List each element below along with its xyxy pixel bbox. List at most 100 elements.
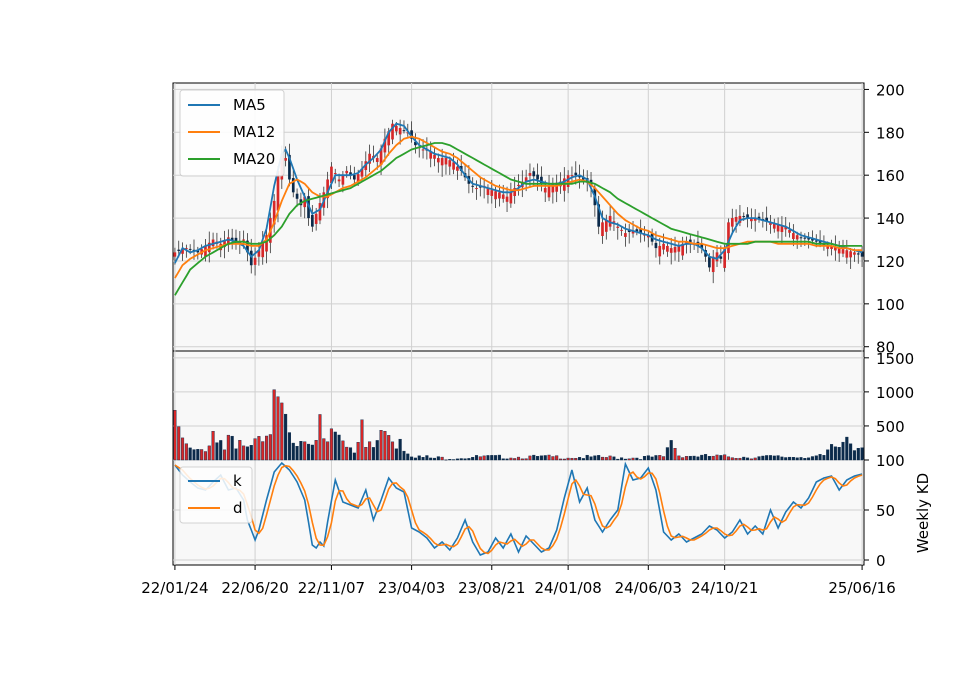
candle-body: [669, 248, 673, 253]
volume-bar: [280, 402, 284, 461]
candle-body: [814, 240, 818, 242]
candle-body: [219, 243, 223, 251]
candle-body: [730, 218, 734, 227]
candle-body: [341, 175, 345, 185]
candle-body: [616, 226, 620, 228]
candle-body: [444, 158, 448, 165]
volume-bar: [620, 457, 624, 461]
candle-body: [837, 248, 841, 254]
candle-body: [265, 235, 268, 252]
volume-bar: [261, 441, 265, 461]
volume-bar: [658, 455, 662, 461]
legend-ma20-label: MA20: [233, 150, 275, 168]
volume-y-tick-label: 1500: [876, 350, 914, 368]
candle-body: [345, 170, 349, 174]
candle-body: [822, 243, 826, 246]
volume-bar: [681, 457, 685, 461]
candle-body: [666, 245, 669, 252]
candle-body: [360, 168, 364, 177]
volume-bar: [765, 455, 769, 461]
candle-body: [204, 245, 207, 257]
kd-panel: [172, 459, 865, 566]
volume-bar: [448, 459, 452, 461]
candle-body: [387, 131, 391, 146]
volume-bar: [837, 447, 841, 461]
volume-bar: [478, 456, 482, 461]
candle-body: [394, 125, 398, 132]
volume-bar: [593, 455, 597, 461]
candle-body: [257, 250, 261, 257]
candle-body: [662, 243, 665, 250]
candle-body: [681, 243, 684, 256]
legend-d-label: d: [233, 499, 243, 517]
candle-body: [326, 179, 329, 199]
legend-k-label: k: [233, 472, 242, 490]
candle-body: [853, 252, 856, 255]
volume-bar: [692, 455, 696, 461]
volume-bar: [604, 457, 608, 461]
volume-bar: [410, 456, 414, 461]
legend-ma5-label: MA5: [233, 96, 266, 114]
candle-body: [673, 247, 677, 253]
volume-bar: [406, 453, 410, 461]
volume-bar: [352, 452, 356, 461]
kd-lines: [174, 461, 863, 556]
candle-body: [456, 166, 459, 171]
candle-body: [353, 175, 356, 180]
volume-bar: [322, 438, 326, 461]
candle-body: [543, 188, 547, 193]
volume-bar: [532, 454, 536, 461]
volume-bar: [173, 410, 177, 461]
volume-bar: [455, 458, 459, 461]
volume-bar: [696, 456, 700, 461]
volume-bar: [471, 457, 475, 461]
volume-bar: [562, 458, 566, 461]
candle-body: [509, 192, 513, 204]
volume-bar: [761, 455, 765, 461]
candle-body: [181, 249, 184, 254]
volume-bar: [284, 413, 288, 461]
candle-body: [494, 191, 497, 200]
volume-bar: [528, 455, 532, 461]
candle-body: [291, 178, 295, 193]
volume-bar: [757, 456, 761, 461]
candle-body: [337, 179, 341, 182]
candle-body: [841, 249, 845, 254]
x-tick-label: 23/04/03: [378, 579, 445, 597]
candle-body: [845, 250, 849, 258]
volume-bar: [665, 447, 669, 461]
candle-body: [715, 252, 719, 262]
candle-body: [414, 141, 417, 146]
volume-bar: [318, 414, 322, 461]
volume-bar: [810, 456, 814, 461]
price-y-tick-label: 100: [876, 296, 905, 314]
candle-body: [513, 188, 517, 197]
volume-bar: [520, 458, 524, 461]
volume-bar: [654, 455, 658, 461]
volume-bar: [734, 458, 738, 461]
candle-body: [185, 248, 188, 250]
volume-bar: [581, 458, 585, 461]
volume-bar: [497, 454, 501, 461]
candle-body: [723, 248, 726, 268]
candle-body: [524, 177, 528, 182]
candle-body: [276, 170, 280, 211]
volume-bar: [303, 441, 307, 461]
candle-body: [284, 158, 287, 161]
volume-bar: [513, 458, 517, 461]
volume-bar: [184, 443, 188, 461]
candle-body: [528, 173, 532, 176]
candle-body: [261, 242, 265, 258]
volume-bar: [432, 457, 437, 461]
volume-bar: [505, 458, 509, 461]
candle-body: [601, 222, 604, 236]
volume-bar: [566, 457, 570, 461]
volume-bar: [826, 449, 830, 461]
volume-bar: [524, 458, 528, 461]
volume-bar: [536, 456, 540, 461]
candle-body: [639, 228, 643, 234]
candle-body: [612, 221, 616, 223]
volume-bar: [226, 434, 230, 461]
candle-body: [765, 217, 768, 222]
volume-bar: [704, 454, 708, 461]
